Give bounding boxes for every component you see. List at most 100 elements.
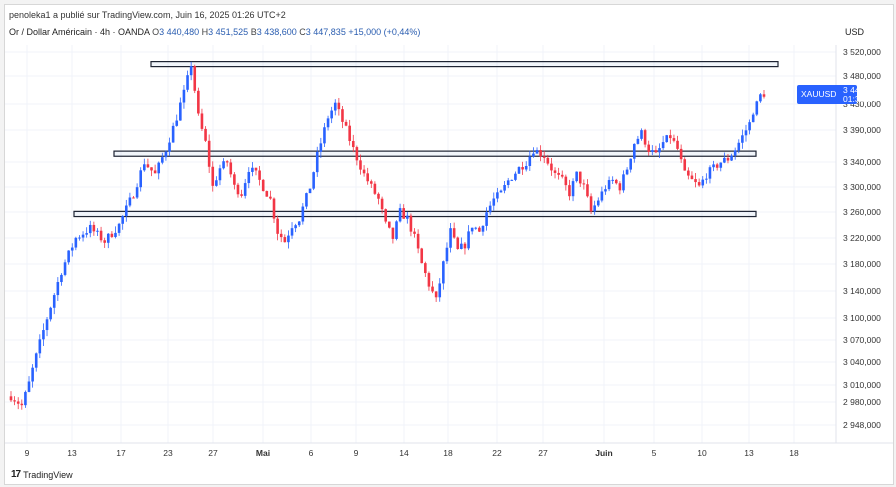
candle bbox=[697, 178, 701, 187]
candle bbox=[279, 229, 283, 243]
candle bbox=[614, 178, 618, 185]
candle bbox=[651, 145, 654, 156]
candle bbox=[13, 396, 16, 406]
candle bbox=[269, 190, 272, 200]
candle bbox=[578, 171, 582, 188]
candle bbox=[705, 173, 708, 184]
candle bbox=[287, 230, 290, 249]
support-resistance-zone[interactable] bbox=[113, 150, 757, 157]
candle bbox=[596, 197, 600, 207]
footer-bar: 17 TradingView bbox=[5, 464, 893, 484]
candle bbox=[359, 154, 362, 175]
candle bbox=[254, 167, 258, 176]
candle bbox=[56, 277, 60, 301]
candle bbox=[593, 200, 596, 215]
candle bbox=[589, 193, 593, 214]
candle bbox=[485, 207, 488, 231]
candle bbox=[427, 271, 431, 291]
candle bbox=[344, 119, 348, 127]
candle bbox=[586, 179, 589, 198]
price-chart[interactable]: 3 520,000 3 480,000 3 430,000 3 390,000 3 34… bbox=[5, 5, 893, 484]
candle bbox=[265, 190, 269, 197]
high-value: 3 451,525 bbox=[208, 27, 249, 37]
candle bbox=[658, 143, 661, 159]
symbol-title[interactable]: Or / Dollar Américain · 4h · OANDA bbox=[9, 27, 150, 37]
candle bbox=[460, 237, 463, 250]
candle bbox=[687, 167, 690, 180]
candle bbox=[171, 122, 175, 143]
candle bbox=[535, 147, 539, 154]
candle bbox=[211, 161, 215, 192]
candle bbox=[20, 399, 24, 410]
candle bbox=[243, 178, 247, 199]
candle bbox=[503, 180, 506, 194]
tradingview-logo[interactable]: 17 TradingView bbox=[11, 469, 73, 480]
candle bbox=[38, 334, 42, 359]
candle bbox=[640, 128, 643, 141]
candle bbox=[132, 195, 135, 199]
candle bbox=[189, 61, 193, 81]
y-tick-label: 3 040,000 bbox=[843, 357, 881, 367]
low-label: B bbox=[250, 27, 257, 37]
candle bbox=[683, 157, 687, 171]
candle bbox=[323, 122, 326, 148]
candle bbox=[478, 226, 481, 233]
candle bbox=[654, 145, 658, 154]
tag-symbol: XAUUSD bbox=[801, 89, 836, 99]
candle bbox=[34, 352, 38, 372]
candle bbox=[506, 177, 510, 189]
y-tick-label: 3 220,000 bbox=[843, 233, 881, 243]
candle bbox=[679, 144, 683, 163]
candle bbox=[380, 196, 384, 214]
candle bbox=[369, 179, 373, 189]
x-tick-label: 27 bbox=[538, 448, 548, 458]
x-tick-label: 9 bbox=[25, 448, 30, 458]
tag-price: 3 447,835 bbox=[843, 85, 881, 95]
candle bbox=[312, 171, 315, 191]
y-tick-label: 3 100,000 bbox=[843, 313, 881, 323]
close-value: 3 447,835 bbox=[305, 27, 346, 37]
candle bbox=[571, 178, 575, 202]
y-tick-label: 3 010,000 bbox=[843, 380, 881, 390]
y-tick-label: 3 430,000 bbox=[843, 99, 881, 109]
candle bbox=[384, 208, 387, 224]
y-tick-label: 3 390,000 bbox=[843, 125, 881, 135]
tradingview-icon: 17 bbox=[11, 469, 21, 480]
candle bbox=[204, 126, 207, 143]
candle bbox=[442, 260, 445, 290]
candle bbox=[193, 64, 197, 94]
candle bbox=[351, 134, 355, 153]
candle bbox=[564, 174, 568, 191]
candle bbox=[751, 112, 755, 123]
candle bbox=[31, 364, 34, 388]
candle bbox=[607, 176, 611, 192]
candle bbox=[532, 147, 535, 158]
candle bbox=[575, 171, 578, 183]
candle bbox=[16, 397, 20, 410]
candle bbox=[395, 220, 398, 241]
candle bbox=[618, 181, 622, 195]
high-label: H bbox=[201, 27, 209, 37]
candle bbox=[759, 93, 762, 103]
candle bbox=[74, 236, 78, 251]
candle bbox=[600, 186, 604, 203]
candle bbox=[366, 167, 369, 185]
candle bbox=[550, 157, 553, 176]
candle bbox=[157, 161, 161, 180]
candle bbox=[261, 179, 265, 192]
currency-label[interactable]: USD bbox=[845, 27, 865, 37]
y-tick-label: 3 070,000 bbox=[843, 335, 881, 345]
support-resistance-zone[interactable] bbox=[73, 210, 757, 218]
candle bbox=[42, 323, 45, 346]
support-resistance-zone[interactable] bbox=[150, 60, 779, 68]
candle bbox=[67, 250, 70, 265]
x-tick-label: 18 bbox=[789, 448, 799, 458]
change-value: +15,000 (+0,44%) bbox=[348, 27, 421, 37]
candle bbox=[276, 215, 279, 241]
candle bbox=[9, 391, 13, 402]
candle bbox=[81, 231, 85, 242]
candle bbox=[715, 162, 719, 171]
candle bbox=[492, 192, 496, 211]
candle bbox=[701, 176, 705, 189]
y-tick-label: 2 980,000 bbox=[843, 397, 881, 407]
